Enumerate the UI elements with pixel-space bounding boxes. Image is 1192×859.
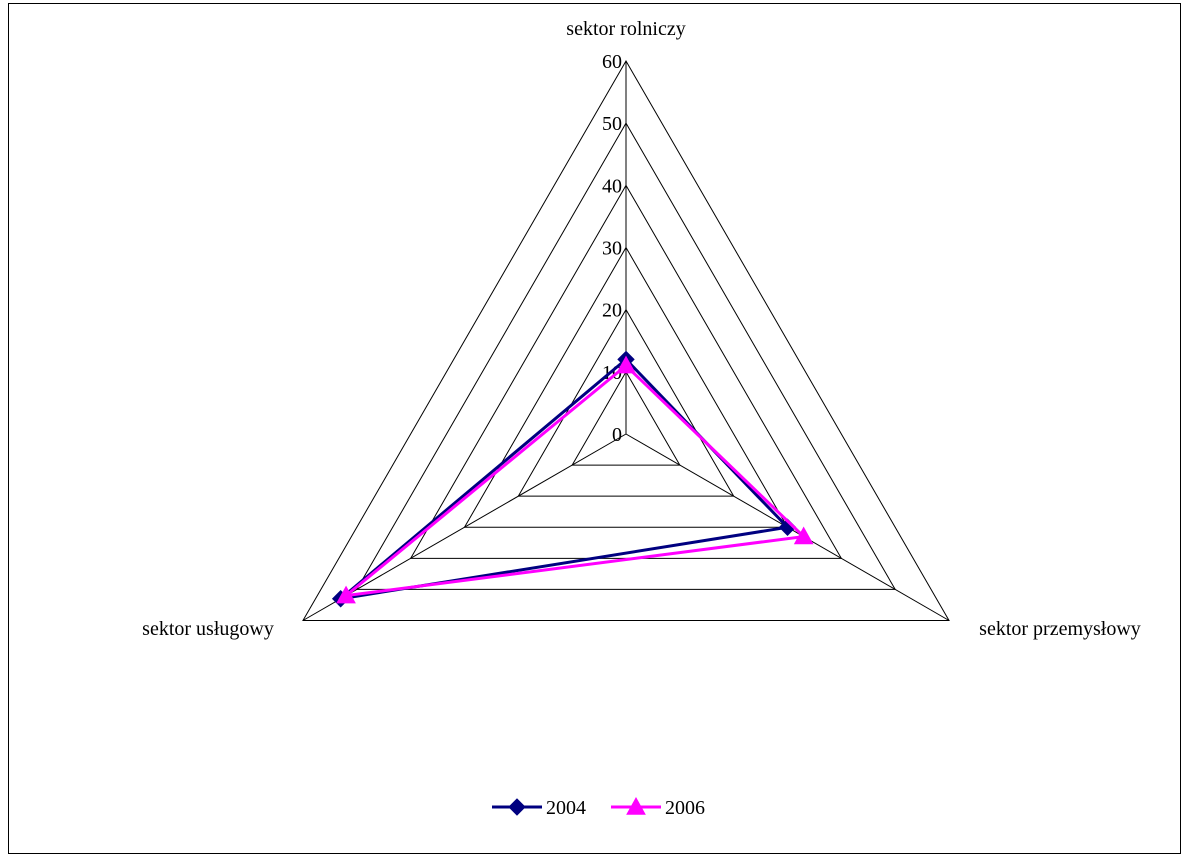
grid-ring-60 (302, 59, 950, 621)
data-point-2006-2 (336, 585, 356, 604)
tick-label-0: 0 (612, 424, 622, 446)
tick-label-30: 30 (602, 238, 622, 260)
grid-ring-10 (571, 370, 681, 466)
legend-swatch-2004 (492, 798, 542, 816)
tick-label-50: 50 (602, 113, 622, 135)
data-point-2006-0 (616, 355, 636, 374)
legend-marker-2006 (626, 796, 646, 815)
radar-grid (302, 59, 950, 621)
category-label-1: sektor przemysłowy (979, 618, 1141, 640)
data-point-2006-1 (793, 526, 814, 545)
series-layer (331, 350, 814, 608)
series-2006 (336, 355, 814, 604)
tick-label-40: 40 (602, 175, 622, 197)
series-line-2004 (335, 357, 791, 602)
series-line-2006 (341, 363, 807, 598)
legend-label-2004: 2004 (546, 797, 586, 819)
tick-label-20: 20 (602, 300, 622, 322)
legend-swatch-2006 (611, 796, 661, 815)
legend-label-2006: 2006 (665, 797, 705, 819)
chart-frame (8, 3, 1181, 854)
tick-label-60: 60 (602, 51, 622, 73)
legend: 2004 2006 (492, 796, 705, 819)
grid-ring-30 (463, 246, 789, 528)
legend-marker-2004 (508, 798, 526, 816)
category-label-2: sektor usługowy (142, 618, 274, 640)
category-label-0: sektor rolniczy (566, 18, 685, 40)
grid-ring-50 (355, 122, 897, 590)
radial-axis-2 (302, 433, 627, 621)
